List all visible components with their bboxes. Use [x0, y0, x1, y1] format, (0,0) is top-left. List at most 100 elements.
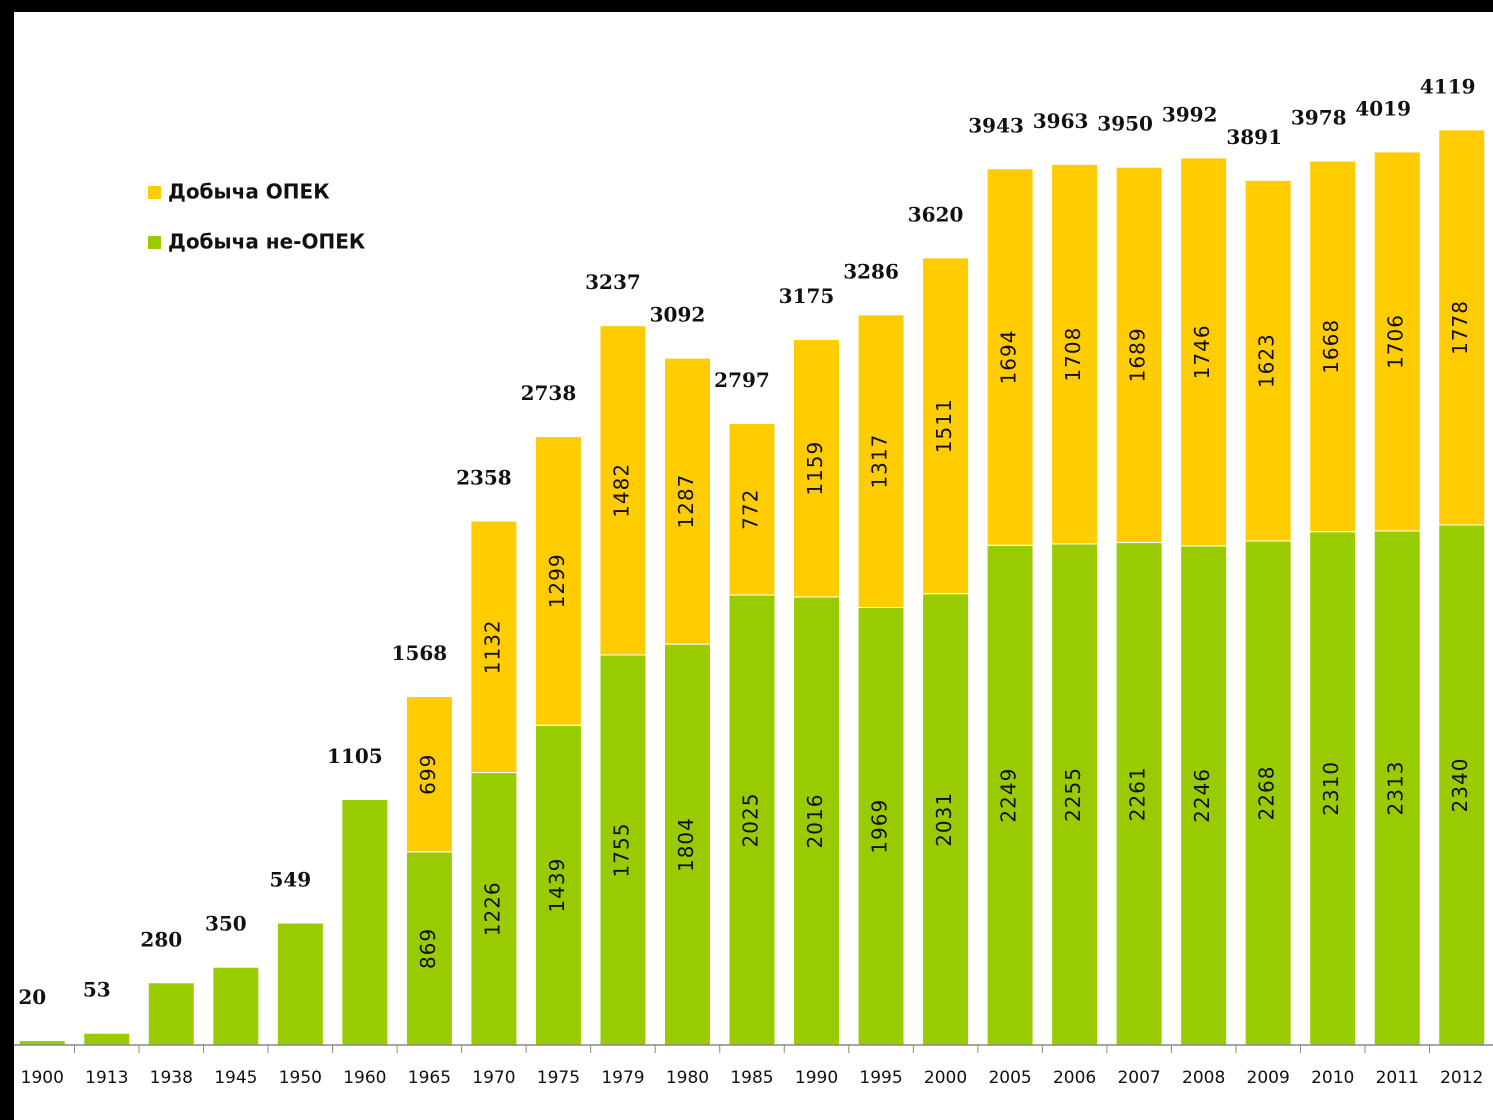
segment-label: 1511	[932, 398, 956, 453]
bar-segment	[341, 798, 389, 1046]
x-tick-label: 2006	[1053, 1068, 1096, 1088]
bar-segment	[599, 325, 647, 656]
x-tick-label: 1985	[730, 1068, 773, 1088]
bar-segment	[405, 851, 453, 1046]
x-tick-label: 2008	[1182, 1068, 1225, 1088]
total-label: 2738	[521, 381, 577, 405]
bar-segment	[276, 922, 324, 1046]
x-tick-label: 1950	[279, 1068, 322, 1088]
x-tick-label: 1938	[150, 1068, 193, 1088]
legend-label: Добыча ОПЕК	[168, 180, 330, 204]
bar-segment	[534, 724, 582, 1046]
x-tick-label: 2009	[1247, 1068, 1290, 1088]
segment-label: 1482	[609, 463, 633, 518]
bar-segment	[857, 314, 905, 608]
bar-segment	[405, 696, 453, 853]
total-label: 4019	[1355, 96, 1411, 120]
total-label: 3992	[1162, 102, 1218, 126]
total-label: 2797	[714, 368, 770, 392]
bar-segment	[728, 422, 776, 596]
bar-segment	[212, 966, 260, 1046]
segment-label: 1694	[997, 330, 1021, 385]
total-label: 280	[140, 927, 182, 951]
bar-segment	[986, 544, 1034, 1046]
bar-segment	[793, 338, 841, 598]
segment-label: 1159	[803, 441, 827, 496]
total-label: 350	[205, 912, 247, 936]
segment-label: 1439	[545, 858, 569, 913]
bar-segment	[728, 594, 776, 1046]
segment-label: 1317	[868, 434, 892, 489]
x-tick-label: 1990	[795, 1068, 838, 1088]
segment-label: 1226	[480, 881, 504, 936]
legend-swatch	[148, 186, 161, 199]
segment-label: 772	[739, 489, 763, 530]
bar-segment	[1051, 163, 1099, 545]
x-tick-label: 2012	[1440, 1068, 1483, 1088]
x-tick-label: 1975	[537, 1068, 580, 1088]
total-label: 3963	[1033, 109, 1089, 133]
segment-label: 2249	[997, 768, 1021, 823]
segment-label: 1689	[1126, 327, 1150, 382]
total-label: 3943	[968, 113, 1024, 137]
bar-segment	[1438, 129, 1486, 526]
total-label: 3175	[779, 284, 835, 308]
segment-label: 1132	[480, 619, 504, 674]
segment-label: 1299	[545, 553, 569, 608]
bar-segment	[1180, 157, 1228, 547]
x-tick-label: 1960	[343, 1068, 386, 1088]
x-tick-label: 1980	[666, 1068, 709, 1088]
segment-label: 1668	[1319, 319, 1343, 374]
total-label: 1105	[327, 744, 383, 768]
bar-segment	[857, 606, 905, 1046]
segment-label: 1706	[1384, 314, 1408, 369]
segment-label: 1755	[609, 823, 633, 878]
segment-label: 1804	[674, 817, 698, 872]
bar-segment	[1309, 531, 1357, 1046]
segment-label: 1287	[674, 474, 698, 529]
segment-label: 869	[416, 928, 440, 969]
x-tick-label: 2005	[988, 1068, 1031, 1088]
x-tick-label: 1970	[472, 1068, 515, 1088]
bar-segment	[1309, 160, 1357, 533]
bar-segment	[1373, 151, 1421, 532]
x-tick-label: 2000	[924, 1068, 967, 1088]
bar-segment	[599, 654, 647, 1046]
bar-segment	[1051, 543, 1099, 1046]
total-label: 20	[18, 985, 46, 1009]
x-tick-label: 1900	[21, 1068, 64, 1088]
legend-label: Добыча не-ОПЕК	[168, 230, 366, 254]
segment-label: 2025	[739, 793, 763, 848]
total-label: 3620	[908, 202, 964, 226]
total-label: 3950	[1097, 112, 1153, 136]
bar-segment	[1115, 166, 1163, 544]
total-label: 3286	[843, 259, 899, 283]
bar-segment	[1115, 542, 1163, 1046]
bar-segment	[83, 1032, 131, 1046]
bar-segment	[922, 257, 970, 595]
bar-segment	[1373, 530, 1421, 1046]
x-tick-label: 1979	[601, 1068, 644, 1088]
bar-segment	[470, 520, 518, 774]
total-label: 3092	[650, 303, 706, 327]
bar-segment	[147, 982, 195, 1046]
x-tick-label: 1945	[214, 1068, 257, 1088]
segment-label: 2340	[1448, 758, 1472, 813]
x-tick-label: 2011	[1376, 1068, 1419, 1088]
segment-label: 2261	[1126, 766, 1150, 821]
total-label: 1568	[392, 641, 448, 665]
legend-swatch	[148, 236, 161, 249]
segment-label: 2246	[1190, 768, 1214, 823]
segment-label: 1746	[1190, 324, 1214, 379]
segment-label: 1623	[1255, 333, 1279, 388]
total-label: 3891	[1226, 125, 1282, 149]
x-tick-label: 1995	[859, 1068, 902, 1088]
bar-segment	[986, 168, 1034, 546]
segment-label: 2016	[803, 794, 827, 849]
bar-segment	[1180, 545, 1228, 1046]
bar-segment	[663, 357, 711, 645]
x-tick-label: 1913	[85, 1068, 128, 1088]
total-label: 3237	[585, 270, 641, 294]
total-label: 53	[83, 978, 111, 1002]
